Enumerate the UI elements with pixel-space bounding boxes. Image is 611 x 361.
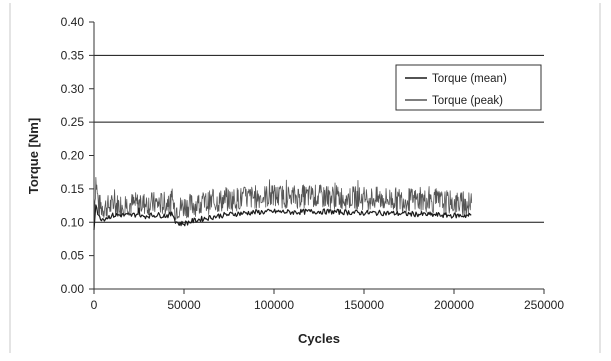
- legend-label-peak: Torque (peak): [432, 95, 503, 107]
- y-axis-title: Torque [Nm]: [26, 118, 41, 194]
- y-tick-label-7: 0.35: [61, 48, 85, 62]
- x-tick-label-1: 50000: [167, 298, 201, 312]
- y-tick-label-2: 0.10: [61, 215, 85, 229]
- legend-label-mean: Torque (mean): [432, 73, 507, 85]
- x-axis-title: Cycles: [298, 331, 340, 346]
- x-tick-label-4: 200000: [434, 298, 474, 312]
- y-tick-label-5: 0.25: [61, 115, 85, 129]
- x-tick-label-3: 150000: [344, 298, 384, 312]
- series-line-peak: [93, 177, 473, 223]
- x-tick-label-5: 250000: [524, 298, 564, 312]
- legend: Torque (mean) Torque (peak): [395, 64, 542, 111]
- series-line-mean: [93, 204, 472, 230]
- legend-box: [395, 64, 542, 111]
- y-tick-label-3: 0.15: [61, 182, 85, 196]
- y-tick-label-6: 0.30: [61, 82, 85, 96]
- y-tick-label-4: 0.20: [61, 149, 85, 163]
- plot-area: 0.00 0.05 0.10 0.15 0.20 0.25 0.30 0.35 0.40 0 500…: [61, 15, 565, 312]
- y-tick-label-0: 0.00: [61, 282, 85, 296]
- x-tick-label-2: 100000: [254, 298, 294, 312]
- x-tick-label-0: 0: [91, 298, 98, 312]
- y-tick-label-1: 0.05: [61, 249, 85, 263]
- y-tick-label-8: 0.40: [61, 15, 85, 29]
